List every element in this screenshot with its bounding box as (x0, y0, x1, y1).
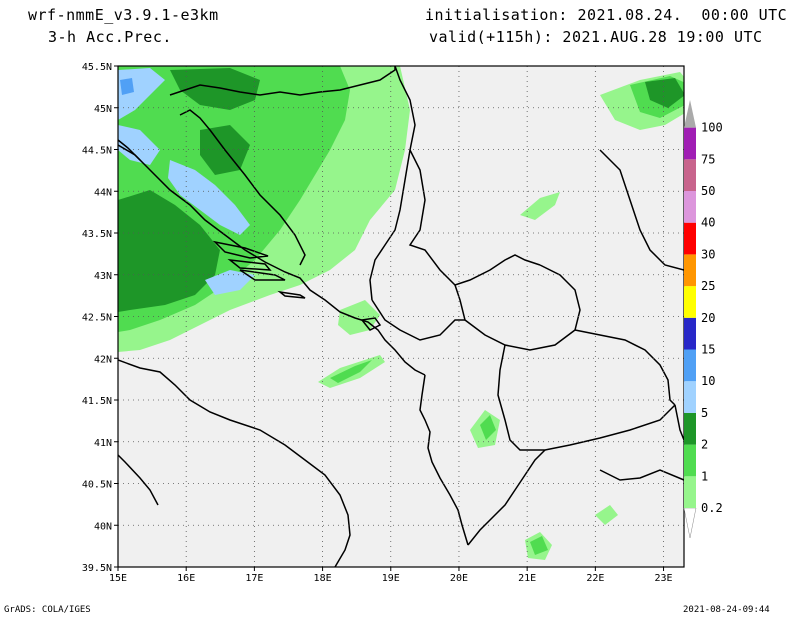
lon-tick-label: 17E (245, 573, 263, 584)
lat-tick-label: 41N (94, 438, 112, 449)
initialisation-time: initialisation: 2021.08.24. 00:00 UTC (425, 6, 788, 24)
border-greece-bulgaria (674, 404, 684, 441)
lon-tick-label: 21E (518, 573, 536, 584)
colorbar-segment (684, 159, 696, 191)
precip-area-dark (118, 190, 220, 312)
precip-area-medium (530, 536, 548, 555)
colorbar-segment (684, 381, 696, 413)
lon-tick-label: 18E (314, 573, 332, 584)
coastline-italy-heel (118, 454, 159, 506)
border-serbia-west (369, 66, 416, 301)
precip-area-5-10 (205, 270, 255, 295)
colorbar-segment (684, 349, 696, 382)
border-bulgaria (574, 329, 676, 406)
lon-tick-label: 22E (586, 573, 604, 584)
lon-tick-label: 20E (450, 573, 468, 584)
grads-credit: GrADS: COLA/IGES (4, 605, 91, 615)
latitude-labels: 45.5N 45N 44.5N 44N 43.5N 43N 42.5N 42N 41.5N 41N… (82, 62, 118, 574)
coastline-adriatic-east (118, 144, 426, 376)
colorbar-segment (684, 444, 696, 477)
colorbar-segment (684, 412, 696, 445)
colorbar-level-label: 50 (701, 184, 715, 198)
precip-area-5-10 (118, 125, 160, 165)
precip-area-light (338, 300, 380, 335)
border-montenegro-albania (371, 299, 465, 341)
lat-tick-label: 44.5N (82, 146, 112, 157)
colorbar-level-label: 75 (701, 152, 715, 166)
lat-tick-label: 42.5N (82, 313, 112, 324)
precip-area-medium (480, 415, 496, 440)
valid-time: valid(+115h): 2021.AUG.28 19:00 UTC (429, 28, 763, 46)
border-albania-greece (467, 449, 546, 546)
precipitation-field (118, 66, 684, 560)
lon-tick-label: 23E (655, 573, 673, 584)
precip-area-light (595, 505, 618, 525)
colorbar-segment (684, 476, 696, 508)
border-serbia (408, 149, 541, 286)
colorbar-bottom-tip (683, 507, 697, 539)
borders-coastlines (118, 66, 684, 567)
colorbar-segment (684, 254, 696, 287)
lat-lon-grid (118, 66, 684, 567)
border-bosnia (179, 109, 306, 266)
lat-tick-label: 40N (94, 521, 112, 532)
border-romania-bulgaria (599, 149, 684, 271)
lat-tick-label: 43N (94, 271, 112, 282)
lake-scutari (360, 317, 382, 331)
longitude-labels: 15E 16E 17E 18E 19E 20E 21E 22E 23E (109, 567, 673, 584)
coastline-istria (118, 139, 141, 161)
border-croatia-north (169, 66, 396, 96)
precip-area-medium (330, 360, 372, 383)
lon-tick-label: 16E (177, 573, 195, 584)
precip-area-dark (645, 78, 684, 108)
field-title: 3-h Acc.Prec. (48, 28, 172, 46)
colorbar-segment (684, 222, 696, 255)
model-title: wrf-nmmE_v3.9.1-e3km (28, 6, 219, 24)
colorbar-top-tip (684, 99, 696, 128)
precip-area-5-10 (168, 160, 250, 235)
coast-greece (599, 469, 684, 481)
colorbar-level-label: 2 (701, 438, 708, 452)
lat-tick-label: 39.5N (82, 563, 112, 574)
lat-tick-label: 44N (94, 187, 112, 198)
lat-tick-label: 42N (94, 354, 112, 365)
colorbar-segment (684, 286, 696, 318)
lat-tick-label: 41.5N (82, 396, 112, 407)
colorbar-level-label: 15 (701, 343, 715, 357)
colorbar-level-label: 1 (701, 469, 708, 483)
colorbar-level-label: 10 (701, 374, 715, 388)
lat-tick-label: 40.5N (82, 480, 112, 491)
island-korcula (239, 269, 286, 281)
precip-area-light (520, 192, 560, 220)
colorbar-level-label: 100 (701, 121, 723, 135)
island-brac (227, 258, 272, 271)
island-mljet (277, 290, 306, 299)
lat-tick-label: 45.5N (82, 62, 112, 73)
colorbar-level-label: 5 (701, 406, 708, 420)
precip-area-dark (170, 68, 260, 110)
colorbar-level-label: 25 (701, 279, 715, 293)
lon-tick-label: 19E (382, 573, 400, 584)
border-kosovo (454, 264, 581, 351)
colorbar-level-label: 0.2 (701, 501, 723, 515)
colorbar-segment (684, 127, 696, 160)
lat-tick-label: 45N (94, 104, 112, 115)
island-hvar (212, 240, 269, 259)
precip-area-10-15 (120, 78, 134, 95)
lon-tick-label: 15E (109, 573, 127, 584)
colorbar-level-label: 40 (701, 216, 715, 230)
lat-tick-label: 43.5N (82, 229, 112, 240)
coastline-albania (419, 374, 469, 546)
border-north-macedonia (497, 344, 676, 451)
colorbar-segment (684, 317, 696, 350)
plot-timestamp: 2021-08-24-09:44 (683, 605, 770, 615)
colorbar-level-label: 30 (701, 247, 715, 261)
colorbar-level-label: 20 (701, 311, 715, 325)
colorbar-segment (684, 191, 696, 223)
